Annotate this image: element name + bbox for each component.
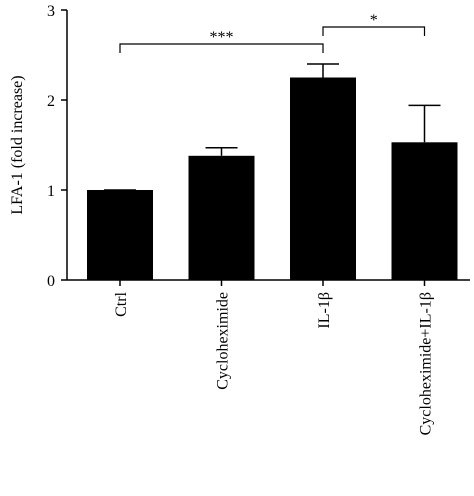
bar	[290, 77, 356, 280]
y-tick-label: 0	[47, 273, 55, 290]
error-bar	[307, 63, 339, 78]
bar	[391, 142, 458, 280]
x-tick-label: Cycloheximide+IL-1β	[418, 292, 435, 435]
error-bar	[205, 146, 238, 156]
x-tick-label: Ctrl	[113, 291, 130, 316]
bar	[87, 190, 153, 280]
x-tick-label: Cycloheximide	[215, 292, 232, 390]
y-tick-label: 1	[47, 183, 55, 200]
bar	[188, 155, 255, 280]
significance-bracket	[119, 43, 324, 53]
y-tick-label: 2	[47, 93, 55, 110]
x-tick-label: IL-1β	[316, 292, 333, 329]
significance-label: ***	[210, 29, 234, 46]
significance-bracket	[322, 26, 426, 36]
error-bar	[408, 104, 441, 143]
y-axis-label: LFA-1 (fold increase)	[9, 75, 26, 214]
significance-label: *	[370, 12, 378, 29]
y-tick-label: 3	[47, 3, 55, 20]
